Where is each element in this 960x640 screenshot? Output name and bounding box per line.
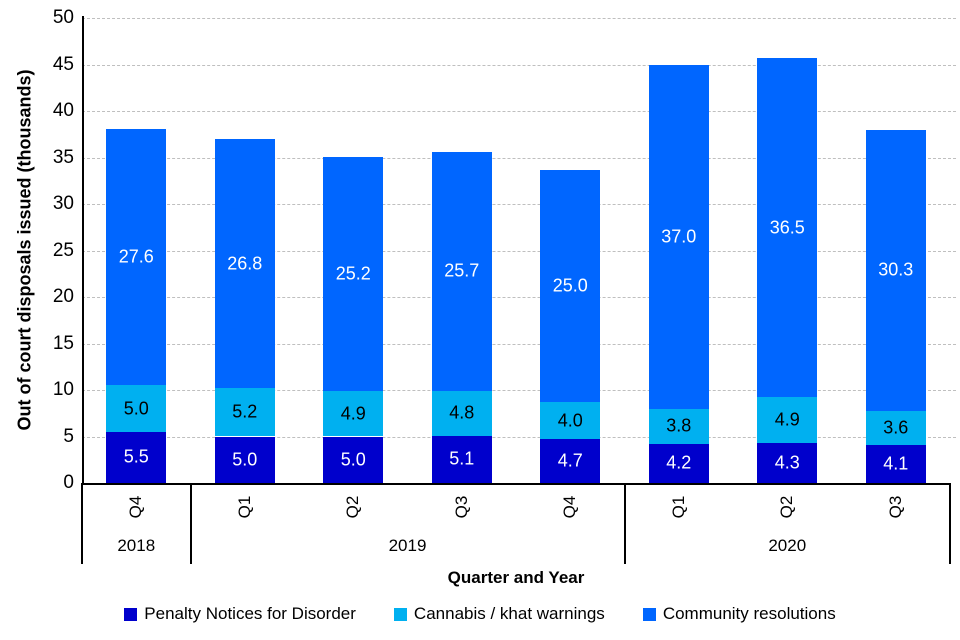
category-group-separator <box>81 483 83 564</box>
bar-segment <box>540 402 601 440</box>
bar-value-label: 5.0 <box>340 449 366 470</box>
y-axis-tick-label: 10 <box>52 379 74 400</box>
bar-segment <box>757 57 818 398</box>
gridline <box>82 343 956 345</box>
bar-segment <box>648 408 709 444</box>
legend-item: Penalty Notices for Disorder <box>124 604 356 624</box>
bar-value-label: 37.0 <box>661 226 697 247</box>
quarter-tick-label: Q4 <box>126 495 146 519</box>
quarter-tick-label: Q1 <box>668 495 688 519</box>
y-axis-tick-label: 50 <box>52 7 74 28</box>
y-axis-tick-label: 30 <box>52 193 74 214</box>
gridline <box>82 390 956 391</box>
gridline <box>82 157 956 159</box>
quarter-tick-label: Q2 <box>777 495 797 519</box>
category-group-separator <box>189 483 192 564</box>
gridline <box>82 64 956 66</box>
bar-segment <box>106 128 167 386</box>
bar-segment <box>431 390 492 436</box>
bar-value-label: 4.7 <box>557 450 583 471</box>
bar-value-label: 4.9 <box>774 409 800 430</box>
bar-segment <box>540 169 601 403</box>
bar-value-label: 5.0 <box>123 398 149 419</box>
bar-segment <box>757 443 818 483</box>
bar-segment <box>431 435 492 483</box>
bar-segment <box>757 397 818 443</box>
bar-value-label: 5.0 <box>232 449 258 470</box>
bar-value-label: 25.2 <box>335 263 371 284</box>
quarter-tick-label: Q4 <box>560 495 580 519</box>
bar-value-label: 5.5 <box>123 446 149 467</box>
gridline <box>82 18 956 19</box>
legend-label: Penalty Notices for Disorder <box>144 604 356 623</box>
bar-segment <box>323 156 384 391</box>
y-axis-tick-label: 25 <box>52 239 74 261</box>
bar-value-label: 4.2 <box>666 452 692 473</box>
y-axis-line <box>82 16 84 483</box>
bar-segment <box>106 431 167 483</box>
bar-value-label: 26.8 <box>227 253 263 274</box>
bar-segment <box>106 385 167 432</box>
y-axis-tick-label: 35 <box>52 146 74 168</box>
bar-value-label: 30.3 <box>878 259 914 280</box>
bar-value-label: 3.6 <box>883 417 909 438</box>
gridline <box>82 111 956 112</box>
bar-segment <box>540 439 601 483</box>
bar-value-label: 4.1 <box>883 453 909 474</box>
bar-segment <box>648 443 709 483</box>
legend-swatch-icon <box>642 607 656 621</box>
bar-value-label: 5.1 <box>449 448 475 469</box>
y-axis-tick-label: 20 <box>52 286 74 307</box>
bar-segment <box>648 64 709 409</box>
bar-value-label: 4.0 <box>557 410 583 431</box>
y-axis-tick-label: 45 <box>52 53 74 75</box>
legend-swatch-icon <box>393 607 407 621</box>
bar-value-label: 3.8 <box>666 415 692 436</box>
y-axis-tick-label: 0 <box>63 472 74 493</box>
legend-item: Community resolutions <box>642 604 836 624</box>
y-axis-tick-label: 5 <box>63 425 74 447</box>
gridline <box>82 250 956 252</box>
quarter-tick-label: Q1 <box>234 495 254 519</box>
bar-segment <box>214 436 275 483</box>
quarter-tick-label: Q2 <box>343 495 363 519</box>
bar-value-label: 4.3 <box>774 452 800 473</box>
x-axis-title: Quarter and Year <box>447 568 585 587</box>
bar-value-label: 4.8 <box>449 402 475 423</box>
y-axis-tick-label: 40 <box>52 100 74 121</box>
legend-label: Community resolutions <box>662 604 836 623</box>
gridline <box>82 204 956 205</box>
bar-value-label: 27.6 <box>118 246 154 267</box>
bar-value-label: 5.2 <box>232 401 258 422</box>
legend-label: Cannabis / khat warnings <box>413 604 605 623</box>
bar-value-label: 36.5 <box>769 217 805 238</box>
legend-item: Cannabis / khat warnings <box>393 604 605 624</box>
bar-segment <box>865 411 926 445</box>
category-group-separator <box>949 483 951 564</box>
legend-swatch-icon <box>124 607 138 621</box>
bar-value-label: 4.9 <box>340 403 366 424</box>
x-axis-line <box>82 483 950 485</box>
gridline <box>82 297 956 298</box>
year-tick-label: 2020 <box>768 536 807 555</box>
bar-segment <box>865 444 926 483</box>
bar-segment <box>323 436 384 483</box>
bar-segment <box>214 138 275 389</box>
bar-segment <box>323 390 384 437</box>
quarter-tick-label: Q3 <box>885 495 905 519</box>
quarter-tick-label: Q3 <box>451 495 471 519</box>
gridline <box>82 436 956 438</box>
year-tick-label: 2018 <box>117 536 156 555</box>
category-group-separator <box>623 483 626 564</box>
bar-segment <box>865 129 926 412</box>
bar-value-label: 25.0 <box>552 275 588 296</box>
bar-segment <box>431 151 492 391</box>
bar-segment <box>214 388 275 437</box>
y-axis-tick-label: 15 <box>52 332 74 354</box>
bar-value-label: 25.7 <box>444 260 480 281</box>
legend: Penalty Notices for Disorder Cannabis / k… <box>0 604 960 624</box>
year-tick-label: 2019 <box>388 536 427 555</box>
